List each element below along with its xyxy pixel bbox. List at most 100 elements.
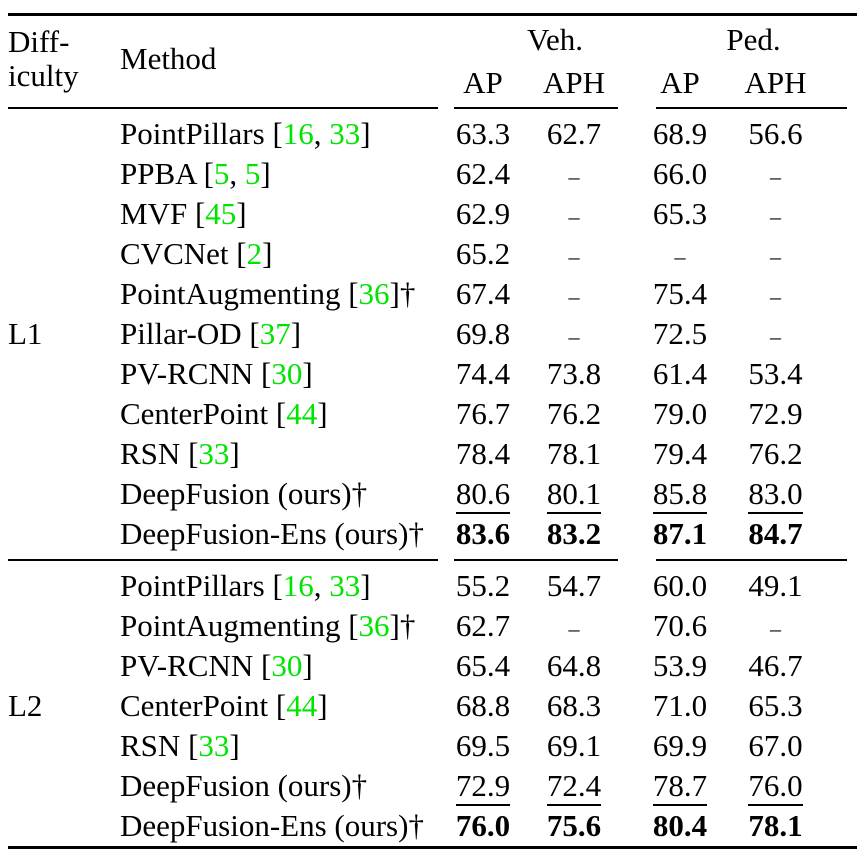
metric-value: 72.9 bbox=[455, 768, 511, 806]
value-cell: 69.8 bbox=[438, 314, 528, 354]
metric-value: 70.6 bbox=[652, 608, 708, 643]
metric-value: 78.1 bbox=[748, 808, 803, 843]
citation-bracket: ] bbox=[360, 568, 371, 603]
table-row: DeepFusion-Ens (ours)† 83.6 83.2 87.1 84.7 bbox=[8, 514, 857, 554]
value-cell: 68.9 bbox=[620, 114, 724, 154]
citation-bracket: ] bbox=[360, 116, 371, 151]
value-cell: 68.8 bbox=[438, 686, 528, 726]
metric-value: 79.0 bbox=[652, 396, 708, 431]
rule-segment-vehicle bbox=[454, 107, 618, 109]
value-cell: 78.4 bbox=[438, 434, 528, 474]
column-header-veh-aph: APH bbox=[542, 65, 605, 100]
metric-value: 84.7 bbox=[748, 516, 803, 551]
rule-segment-left bbox=[8, 107, 438, 109]
metric-value: 53.4 bbox=[748, 356, 803, 391]
table-row: PV-RCNN [30] 74.4 73.8 61.4 53.4 bbox=[8, 354, 857, 394]
method-name: PV-RCNN bbox=[120, 648, 254, 683]
citation-bracket: [ bbox=[180, 728, 199, 763]
citation-number: 33 bbox=[329, 116, 361, 151]
citation-number: 33 bbox=[198, 728, 230, 763]
metric-value: 72.5 bbox=[652, 316, 708, 351]
value-cell: 56.6 bbox=[724, 114, 857, 154]
table-row: MVF [45] 62.9 – 65.3 – bbox=[8, 194, 857, 234]
metric-value: 69.5 bbox=[455, 728, 511, 763]
metric-value: 69.1 bbox=[546, 728, 602, 763]
citation-bracket: ] bbox=[229, 436, 240, 471]
metric-value: 78.1 bbox=[546, 436, 602, 471]
metric-value: 72.9 bbox=[748, 396, 803, 431]
rule-segment-pedestrian bbox=[656, 559, 847, 561]
value-cell: 75.4 bbox=[620, 274, 724, 314]
method-name: CVCNet bbox=[120, 236, 229, 271]
value-cell: 76.2 bbox=[724, 434, 857, 474]
value-cell: – bbox=[528, 606, 620, 646]
table-row: CenterPoint [44] 76.7 76.2 79.0 72.9 bbox=[8, 394, 857, 434]
citation-bracket: [ bbox=[253, 356, 272, 391]
difficulty-header-line2: iculty bbox=[8, 58, 79, 93]
column-header-difficulty: Diff-iculty bbox=[8, 15, 120, 103]
method-cell: MVF [45] bbox=[120, 194, 438, 234]
table-row: RSN [33] 69.5 69.1 69.9 67.0 bbox=[8, 726, 857, 766]
dagger-mark: † bbox=[408, 808, 424, 843]
metric-value: 54.7 bbox=[546, 568, 602, 603]
citation-bracket: ] bbox=[260, 156, 271, 191]
metric-value: 46.7 bbox=[748, 648, 803, 683]
metric-value: 68.3 bbox=[546, 688, 602, 723]
metric-value: 87.1 bbox=[652, 516, 708, 551]
metric-value: 75.4 bbox=[652, 276, 708, 311]
citation-number: 16 bbox=[282, 568, 314, 603]
metric-value: 55.2 bbox=[455, 568, 511, 603]
citation-bracket: ] bbox=[302, 356, 313, 391]
citation-bracket: ] bbox=[389, 276, 400, 311]
metric-value: 78.7 bbox=[652, 768, 708, 806]
missing-value: – bbox=[674, 244, 686, 269]
missing-value: – bbox=[770, 284, 781, 309]
method-cell: CenterPoint [44] bbox=[120, 686, 438, 726]
value-cell: – bbox=[724, 154, 857, 194]
value-cell: 69.1 bbox=[528, 726, 620, 766]
method-name: RSN bbox=[120, 436, 181, 471]
value-cell: 78.1 bbox=[528, 434, 620, 474]
citation-number: 37 bbox=[259, 316, 291, 351]
method-cell: PV-RCNN [30] bbox=[120, 354, 438, 394]
method-name: CenterPoint bbox=[120, 688, 269, 723]
value-cell: 80.1 bbox=[528, 474, 620, 514]
metric-value: 76.0 bbox=[455, 808, 511, 843]
value-cell: 83.2 bbox=[528, 514, 620, 554]
value-cell: 76.0 bbox=[724, 766, 857, 806]
citation-bracket: ] bbox=[317, 688, 328, 723]
value-cell: 53.4 bbox=[724, 354, 857, 394]
citation-bracket: [ bbox=[268, 396, 287, 431]
missing-value: – bbox=[770, 204, 781, 229]
method-name: PV-RCNN bbox=[120, 356, 254, 391]
value-cell: 87.1 bbox=[620, 514, 724, 554]
method-cell: PointAugmenting [36]† bbox=[120, 274, 438, 314]
missing-value: – bbox=[770, 616, 781, 641]
method-cell: PointPillars [16, 33] bbox=[120, 114, 438, 154]
metric-value: 76.2 bbox=[748, 436, 803, 471]
value-cell: – bbox=[724, 314, 857, 354]
metric-value: 71.0 bbox=[652, 688, 708, 723]
metric-value: 73.8 bbox=[546, 356, 602, 391]
method-name: DeepFusion-Ens (ours) bbox=[120, 808, 409, 843]
method-name: PointPillars bbox=[120, 568, 265, 603]
rule-segment-vehicle bbox=[454, 559, 618, 561]
column-header-ped-ap: AP bbox=[660, 65, 700, 100]
value-cell: 72.9 bbox=[438, 766, 528, 806]
dagger-mark: † bbox=[399, 276, 416, 311]
table-row: DeepFusion (ours)† 80.6 80.1 85.8 83.0 bbox=[8, 474, 857, 514]
value-cell: 76.2 bbox=[528, 394, 620, 434]
missing-value: – bbox=[770, 164, 781, 189]
value-cell: – bbox=[620, 234, 724, 274]
citation-number: 36 bbox=[358, 276, 390, 311]
value-cell: 72.5 bbox=[620, 314, 724, 354]
method-name: DeepFusion-Ens (ours) bbox=[120, 516, 409, 551]
citation-bracket: [ bbox=[264, 116, 283, 151]
dagger-mark: † bbox=[399, 608, 416, 643]
table-row: Pillar-OD [37] 69.8 – 72.5 – bbox=[8, 314, 857, 354]
value-cell: 70.6 bbox=[620, 606, 724, 646]
metric-value: 62.4 bbox=[455, 156, 511, 191]
table-row: RSN [33] 78.4 78.1 79.4 76.2 bbox=[8, 434, 857, 474]
table-row: CVCNet [2] 65.2 – – – bbox=[8, 234, 857, 274]
group-header-pedestrian: Ped. bbox=[726, 22, 781, 57]
